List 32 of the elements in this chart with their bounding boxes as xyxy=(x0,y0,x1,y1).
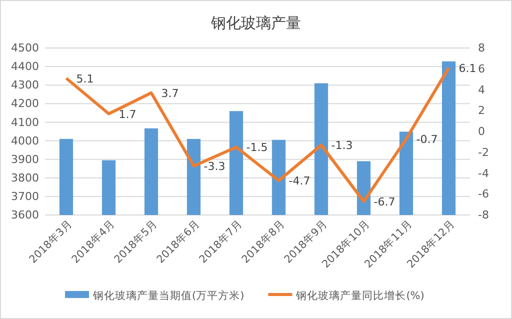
data-label: -3.3 xyxy=(204,160,226,173)
y-tick-label: 3900 xyxy=(11,152,39,166)
y-tick-label: 4500 xyxy=(11,42,39,55)
y2-tick-label: 2 xyxy=(478,104,485,118)
data-label: 6.1 xyxy=(458,62,476,75)
legend-label: 钢化玻璃产量同比增长(%) xyxy=(295,289,424,302)
y2-tick-label: -6 xyxy=(478,188,489,201)
data-label: 3.7 xyxy=(161,86,179,100)
y2-tick-label: 6 xyxy=(478,62,485,76)
y-tick-label: 4000 xyxy=(11,134,39,148)
y-tick-label: 3800 xyxy=(11,171,39,184)
y2-tick-label: -8 xyxy=(478,208,489,222)
data-label: 5.1 xyxy=(76,72,94,86)
data-label: 1.7 xyxy=(118,108,136,121)
y2-tick-label: 0 xyxy=(478,125,485,138)
data-label: -4.7 xyxy=(288,174,310,188)
y-tick-label: 4300 xyxy=(11,78,39,92)
y-tick-label: 3700 xyxy=(11,190,39,203)
chart-title: 钢化玻璃产量 xyxy=(210,14,301,32)
data-label: -0.7 xyxy=(416,132,438,146)
data-label: -1.5 xyxy=(246,141,268,154)
data-label: -1.3 xyxy=(331,139,353,152)
y-tick-label: 4200 xyxy=(11,97,39,110)
data-label: -6.7 xyxy=(374,195,396,208)
y2-tick-label: -2 xyxy=(478,146,489,159)
legend-label: 钢化玻璃产量当期值(万平方米) xyxy=(92,289,244,302)
y2-tick-label: 8 xyxy=(478,42,485,55)
y-tick-label: 4100 xyxy=(11,116,39,129)
y-tick-label: 3600 xyxy=(11,208,39,222)
y2-tick-label: 4 xyxy=(478,83,485,96)
y2-tick-label: -4 xyxy=(478,166,489,180)
y-tick-label: 4400 xyxy=(11,60,39,74)
